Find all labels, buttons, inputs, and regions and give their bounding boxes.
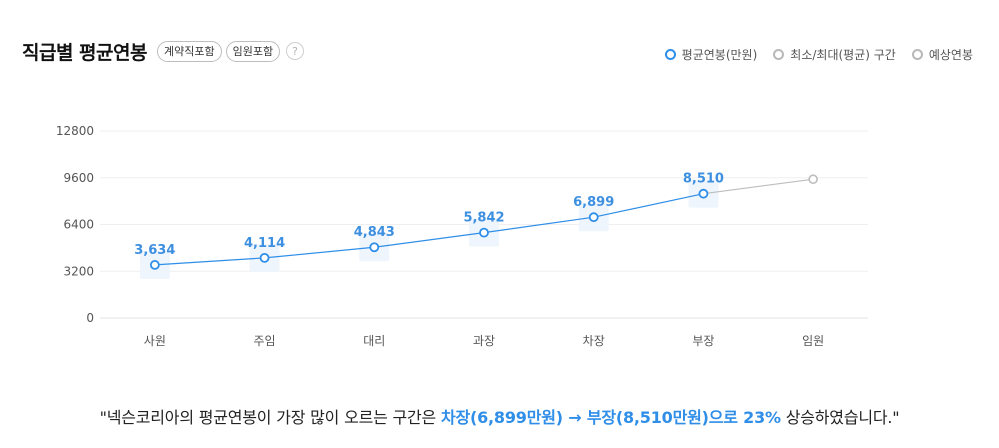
data-label: 4,114 bbox=[244, 236, 285, 251]
data-label: 6,899 bbox=[573, 195, 614, 210]
average-salary-point bbox=[479, 227, 489, 238]
legend-range-label: 최소/최대(평균) 구간 bbox=[790, 48, 896, 62]
legend-expected-label: 예상연봉 bbox=[928, 48, 973, 62]
summary-prefix: "넥슨코리아의 평균연봉이 가장 많이 오르는 구간은 bbox=[99, 408, 441, 427]
x-tick-label: 주임 bbox=[254, 334, 276, 348]
average-salary-point bbox=[588, 212, 599, 223]
expected-salary-point bbox=[808, 174, 818, 185]
legend-expected-marker-icon bbox=[911, 49, 923, 60]
data-label: 8,510 bbox=[683, 172, 724, 187]
x-tick-label: 사원 bbox=[144, 334, 166, 348]
y-tick-label: 3200 bbox=[63, 264, 94, 278]
data-label: 4,843 bbox=[354, 225, 395, 240]
summary-text: "넥슨코리아의 평균연봉이 가장 많이 오르는 구간은 차장(6,899만원) … bbox=[0, 404, 999, 428]
help-icon[interactable]: ? bbox=[286, 42, 305, 60]
legend-average-label: 평균연봉(만원) bbox=[681, 48, 758, 62]
legend-item-range[interactable]: 최소/최대(평균) 구간 bbox=[773, 46, 896, 63]
x-tick-label: 부장 bbox=[692, 334, 714, 348]
x-tick-label: 과장 bbox=[473, 334, 495, 348]
chart-title: 직급별 평균연봉 bbox=[22, 41, 147, 64]
expected-salary-line bbox=[703, 178, 814, 195]
y-tick-label: 0 bbox=[86, 311, 94, 325]
data-label: 3,634 bbox=[134, 243, 175, 258]
average-salary-point bbox=[698, 188, 709, 199]
legend-item-average[interactable]: 평균연봉(만원) bbox=[664, 46, 758, 63]
legend-average-marker-icon bbox=[664, 49, 676, 60]
chart-legend: 평균연봉(만원) 최소/최대(평균) 구간 예상연봉 bbox=[649, 46, 973, 63]
average-salary-point bbox=[149, 260, 160, 270]
x-tick-label: 임원 bbox=[802, 334, 824, 348]
summary-suffix: 상승하였습니다." bbox=[780, 408, 900, 427]
chart-header: 직급별 평균연봉 계약직포함 임원포함 ? bbox=[22, 36, 305, 66]
y-tick-label: 9600 bbox=[63, 171, 94, 185]
average-salary-point bbox=[259, 252, 270, 263]
y-tick-label: 12800 bbox=[56, 124, 94, 138]
data-label: 5,842 bbox=[463, 211, 504, 226]
x-tick-label: 차장 bbox=[583, 334, 605, 348]
contract-included-chip[interactable]: 계약직포함 bbox=[156, 40, 222, 62]
legend-item-expected[interactable]: 예상연봉 bbox=[911, 46, 973, 63]
x-tick-label: 대리 bbox=[363, 334, 385, 348]
average-salary-line bbox=[154, 193, 704, 266]
y-tick-label: 6400 bbox=[63, 218, 94, 232]
summary-highlight: 차장(6,899만원) → 부장(8,510만원)으로 23% bbox=[440, 408, 781, 427]
legend-range-marker-icon bbox=[773, 49, 785, 60]
average-salary-point bbox=[369, 242, 380, 253]
executive-included-chip[interactable]: 임원포함 bbox=[225, 40, 281, 62]
